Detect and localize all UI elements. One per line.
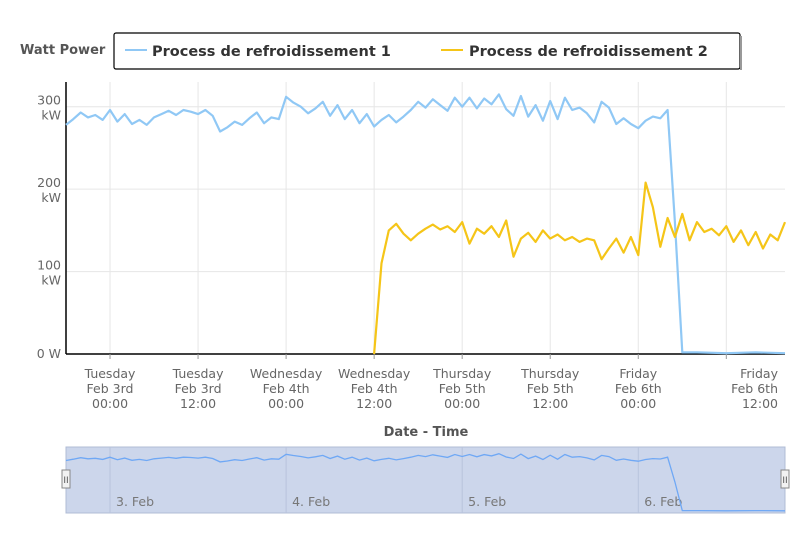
- navigator[interactable]: 3. Feb 4. Feb 5. Feb 6. Feb II II: [61, 446, 790, 514]
- x-tick-label-4: Thursday Feb 5th 00:00: [432, 366, 492, 411]
- legend-item-series-1[interactable]: Process de refroidissement 1: [152, 44, 391, 60]
- navigator-handle-left[interactable]: II: [61, 469, 71, 489]
- navigator-handle-right-grip: II: [782, 476, 787, 486]
- legend-shadow: [740, 36, 742, 70]
- series: [65, 93, 787, 355]
- navigator-handle-right-body[interactable]: [780, 469, 790, 489]
- legend-item-series-2[interactable]: Process de refroidissement 2: [469, 44, 708, 60]
- series-line-2[interactable]: [373, 181, 787, 355]
- legend-title: Watt Power: [20, 43, 106, 58]
- axes: 0 W 100 kW 200 kW 300 kW Tuesday Feb 3rd 00:00 Tue…: [37, 82, 785, 411]
- y-tick-label-2: 200 kW: [37, 175, 61, 205]
- x-tick-label-6: Friday Feb 6th 00:00: [615, 366, 662, 411]
- x-tick-label-1: Tuesday Feb 3rd 12:00: [172, 366, 224, 411]
- navigator-label-3: 6. Feb: [644, 494, 682, 509]
- navigator-label-0: 3. Feb: [116, 494, 154, 509]
- x-tick-label-2: Wednesday Feb 4th 00:00: [250, 366, 323, 411]
- series-line-1[interactable]: [65, 93, 786, 355]
- x-tick-label-3: Wednesday Feb 4th 12:00: [338, 366, 411, 411]
- navigator-handle-left-grip: II: [63, 476, 68, 486]
- grid: [66, 82, 785, 355]
- legend: Watt Power Process de refroidissement 1 …: [20, 32, 742, 70]
- navigator-label-2: 5. Feb: [468, 494, 506, 509]
- x-tick-label-0: Tuesday Feb 3rd 00:00: [84, 366, 136, 411]
- x-tick-label-7: Friday Feb 6th 12:00: [731, 366, 778, 411]
- y-tick-label-3: 300 kW: [37, 93, 61, 123]
- y-tick-label-0: 0 W: [37, 346, 61, 361]
- navigator-label-1: 4. Feb: [292, 494, 330, 509]
- y-tick-label-1: 100 kW: [37, 258, 61, 288]
- navigator-handle-right[interactable]: II: [780, 469, 790, 489]
- navigator-handle-left-body[interactable]: [61, 469, 71, 489]
- x-tick-label-5: Thursday Feb 5th 12:00: [520, 366, 580, 411]
- x-axis-title: Date - Time: [384, 425, 469, 440]
- navigator-series-line: [65, 453, 786, 512]
